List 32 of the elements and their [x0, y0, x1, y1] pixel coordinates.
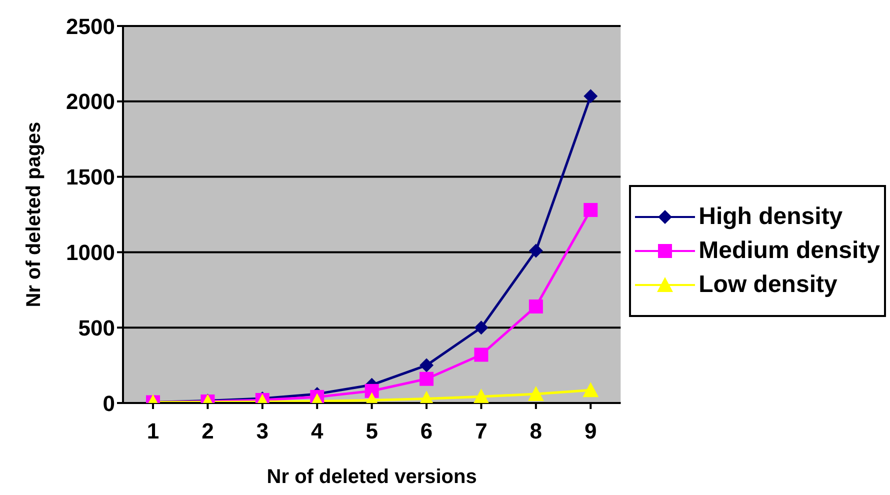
point — [420, 358, 434, 372]
y-tick-label: 2000 — [66, 89, 115, 114]
legend-label: Medium density — [698, 236, 880, 264]
x-tick-label: 4 — [310, 418, 324, 444]
x-tick-label: 2 — [202, 418, 214, 444]
point — [582, 382, 599, 398]
point — [474, 348, 488, 362]
x-tick-label: 9 — [584, 418, 597, 444]
y-tick-label: 2500 — [66, 14, 115, 39]
point — [584, 202, 598, 217]
point — [528, 386, 544, 401]
y-tick-label: 1500 — [66, 164, 115, 190]
point — [528, 299, 543, 314]
y-tick-label: 1000 — [66, 240, 115, 266]
x-axis-title: Nr of deleted versions — [266, 466, 477, 488]
x-tick-label: 7 — [475, 418, 488, 444]
x-tick-label: 1 — [146, 418, 160, 444]
x-tick-label: 6 — [420, 418, 433, 444]
point — [584, 89, 598, 104]
x-tick-label: 3 — [256, 418, 269, 444]
point — [528, 244, 543, 258]
point — [420, 372, 434, 386]
y-tick-label: 500 — [78, 315, 115, 340]
y-tick-label: 0 — [102, 390, 115, 416]
x-tick-label: 5 — [366, 418, 378, 444]
legend-label: High density — [698, 202, 843, 230]
x-tick-label: 8 — [530, 418, 542, 444]
point — [473, 388, 490, 403]
point — [364, 384, 379, 398]
legend-label: Low density — [698, 270, 838, 298]
point — [474, 320, 488, 335]
y-axis-title: Nr of deleted pages — [23, 122, 46, 308]
